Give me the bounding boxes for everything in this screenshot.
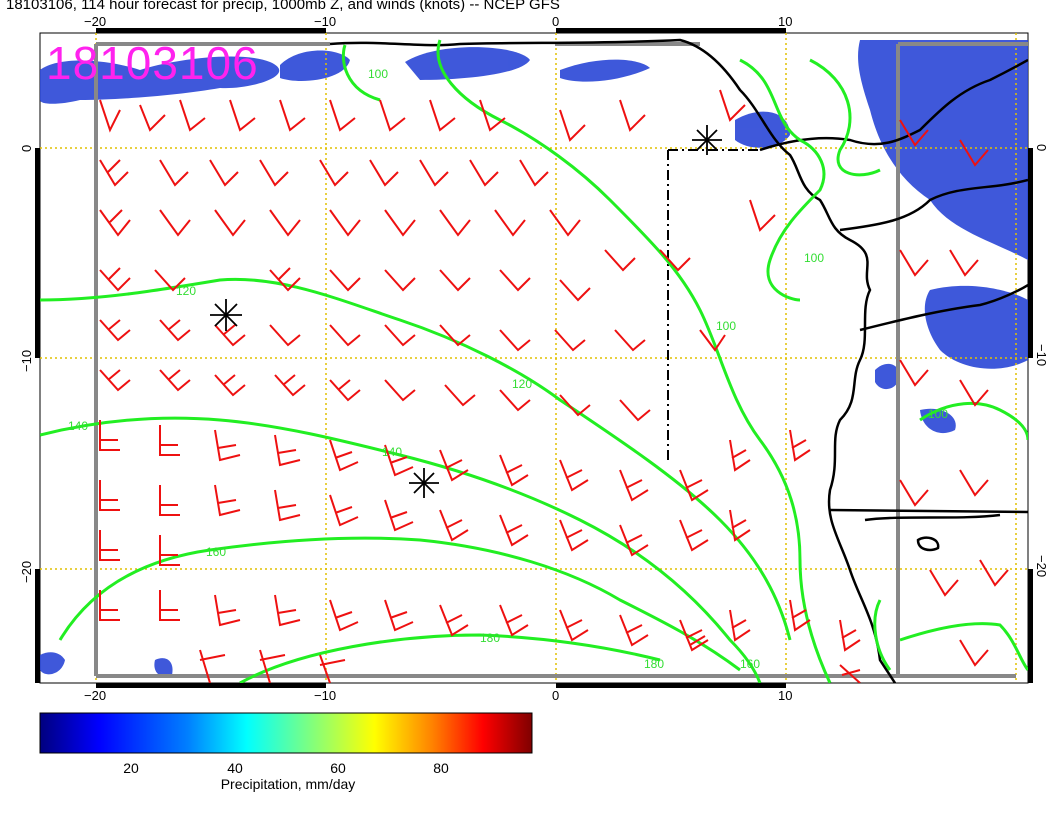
contour-label: 120	[512, 377, 532, 391]
coastline	[329, 38, 1028, 683]
x-tick-label: 0	[552, 688, 559, 703]
x-tick-label: −20	[84, 688, 106, 703]
x-tick-label: −10	[314, 14, 336, 29]
colorbar-tick: 20	[123, 760, 139, 776]
star-marker	[692, 125, 722, 155]
contour-label: 140	[68, 419, 88, 433]
contour-label: 140	[382, 445, 402, 459]
colorbar-label: Precipitation, mm/day	[220, 776, 356, 792]
x-tick-label: 10	[778, 14, 792, 29]
center-markers	[210, 125, 722, 498]
x-tick-label: −10	[314, 688, 336, 703]
colorbar-tick: 60	[330, 760, 346, 776]
y-tick-label: −10	[19, 350, 34, 372]
y-tick-label: −10	[1034, 344, 1049, 366]
x-tick-label: −20	[84, 14, 106, 29]
page-title: 18103106, 114 hour forecast for precip, …	[6, 0, 560, 13]
contour-label: 160	[206, 545, 226, 559]
y-tick-label: 0	[19, 145, 34, 152]
date-stamp: 18103106	[46, 37, 259, 89]
y-tick-label: −20	[1034, 555, 1049, 577]
height-contours	[40, 39, 1028, 683]
axis-bars	[35, 28, 1033, 688]
x-tick-label: 0	[552, 14, 559, 29]
x-tick-label: 10	[778, 688, 792, 703]
contour-label: 160	[740, 657, 760, 671]
boundary-dashed	[667, 149, 760, 460]
contour-label: 100	[928, 407, 948, 421]
contour-label: 120	[176, 284, 196, 298]
domain-box	[94, 42, 1028, 678]
contour-label: 100	[804, 251, 824, 265]
contour-label: 180	[480, 631, 500, 645]
colorbar	[39, 712, 533, 754]
colorbar-tick: 40	[227, 760, 243, 776]
y-tick-label: −20	[19, 561, 34, 583]
star-marker	[210, 299, 242, 331]
contour-label: 100	[716, 319, 736, 333]
colorbar-tick: 80	[433, 760, 449, 776]
wind-barbs	[99, 89, 1009, 683]
star-marker	[409, 468, 439, 498]
contour-label: 180	[644, 657, 664, 671]
precip-field	[40, 40, 1028, 677]
contour-label: 100	[368, 67, 388, 81]
y-tick-label: 0	[1034, 144, 1049, 151]
